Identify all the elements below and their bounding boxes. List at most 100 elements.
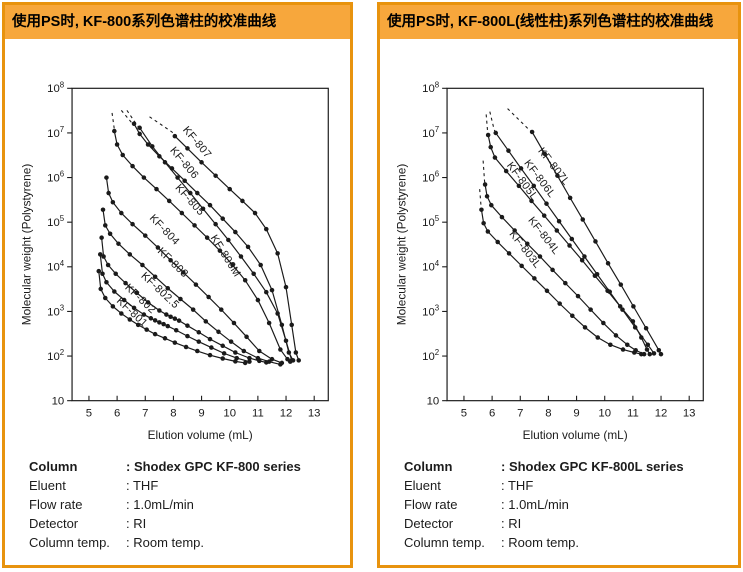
data-point [227, 186, 232, 192]
data-point [555, 173, 560, 178]
data-point [593, 239, 598, 244]
series-line [495, 132, 655, 354]
plot-frame [71, 87, 329, 402]
data-point [233, 359, 238, 364]
data-point [168, 314, 173, 319]
x-tick-label: 8 [545, 407, 551, 419]
y-tick-label: 104 [422, 259, 440, 274]
data-point [296, 358, 301, 363]
data-point [120, 152, 125, 158]
data-point [544, 201, 549, 206]
data-point [192, 223, 197, 228]
x-tick-label: 10 [598, 407, 611, 419]
data-point [630, 319, 636, 324]
x-tick-label: 11 [627, 407, 639, 419]
x-tick-label: 8 [170, 407, 176, 419]
panel-kf800l-series: 使用PS时, KF-800L(线性柱)系列色谱柱的校准曲线 5 6 7 8 9 10 11 1… [377, 2, 741, 568]
data-point [579, 257, 585, 263]
series-line [484, 184, 645, 355]
data-point [100, 207, 106, 212]
data-point [506, 251, 512, 256]
data-point [217, 248, 223, 253]
condition-row-flow-rate: Flow rate : 1.0mL/min [29, 495, 350, 514]
data-point [481, 220, 486, 226]
condition-row-eluent: Eluent : THF [29, 476, 350, 495]
data-point [213, 221, 218, 227]
data-point [264, 289, 269, 295]
data-point [582, 254, 587, 259]
data-point [264, 226, 269, 232]
data-point [567, 195, 573, 201]
condition-value: : THF [501, 478, 534, 493]
data-point [99, 235, 104, 240]
data-point [165, 323, 171, 329]
series-dashed-extension [120, 110, 135, 125]
data-point [165, 285, 171, 291]
data-point [563, 280, 568, 286]
condition-row-eluent: Eluent : THF [404, 476, 738, 495]
data-point [152, 331, 158, 337]
series-dashed-extension [111, 112, 115, 132]
x-tick-label: 9 [198, 407, 204, 419]
data-point [233, 350, 238, 355]
series-line [531, 131, 662, 355]
condition-value: : 1.0mL/min [501, 497, 569, 512]
data-point [172, 316, 178, 321]
condition-label: Eluent [404, 478, 441, 493]
data-point [110, 304, 116, 309]
data-point [230, 262, 235, 268]
y-tick-label: 10 [52, 396, 65, 408]
series-label: KF-803 [155, 245, 191, 280]
data-point [97, 252, 103, 257]
panel-header: 使用PS时, KF-800L(线性柱)系列色谱柱的校准曲线 [380, 5, 738, 39]
x-tick-label: 5 [86, 407, 92, 419]
data-point [582, 325, 588, 330]
data-point [242, 277, 248, 283]
data-point [618, 282, 624, 287]
data-point [104, 175, 109, 180]
data-point [200, 206, 206, 211]
data-point [645, 342, 651, 347]
condition-row-column-temp: Column temp. : Room temp. [29, 533, 350, 552]
data-point [257, 358, 262, 364]
x-tick-label: 6 [114, 407, 120, 419]
data-point [162, 160, 168, 165]
data-point [178, 296, 183, 302]
data-point [275, 311, 280, 316]
series-KF-807L: KF-807L [507, 108, 664, 357]
y-tick-label: 108 [422, 80, 440, 95]
data-point [542, 151, 547, 157]
data-point [127, 252, 133, 257]
data-point [531, 183, 537, 189]
data-point [643, 325, 649, 331]
data-point [656, 347, 662, 353]
data-point [252, 210, 258, 216]
data-point [103, 223, 108, 228]
data-point [228, 339, 234, 344]
y-tick-label: 105 [422, 214, 440, 229]
data-point [283, 284, 289, 290]
data-point [123, 280, 128, 286]
data-point [647, 351, 653, 357]
series-KF-803L: KF-803L [479, 189, 644, 357]
data-point [220, 356, 225, 361]
data-point [266, 320, 272, 326]
y-axis-title: Molecular weight (Polystyrene) [20, 164, 34, 326]
data-point [569, 236, 575, 242]
data-point [157, 320, 162, 325]
condition-row-column: Column : Shodex GPC KF-800L series [404, 457, 738, 476]
data-point [541, 213, 547, 218]
data-point [620, 347, 626, 352]
data-point [119, 210, 124, 216]
condition-label: Column [29, 459, 78, 474]
data-point [112, 289, 117, 294]
data-point [157, 308, 162, 313]
condition-row-column: Column : Shodex GPC KF-800 series [29, 457, 350, 476]
data-point [242, 360, 248, 366]
data-point [101, 254, 106, 259]
data-point [557, 301, 562, 306]
data-point [185, 146, 190, 151]
condition-row-column-temp: Column temp. : Room temp. [404, 533, 738, 552]
data-point [173, 327, 179, 333]
data-point [141, 175, 147, 180]
